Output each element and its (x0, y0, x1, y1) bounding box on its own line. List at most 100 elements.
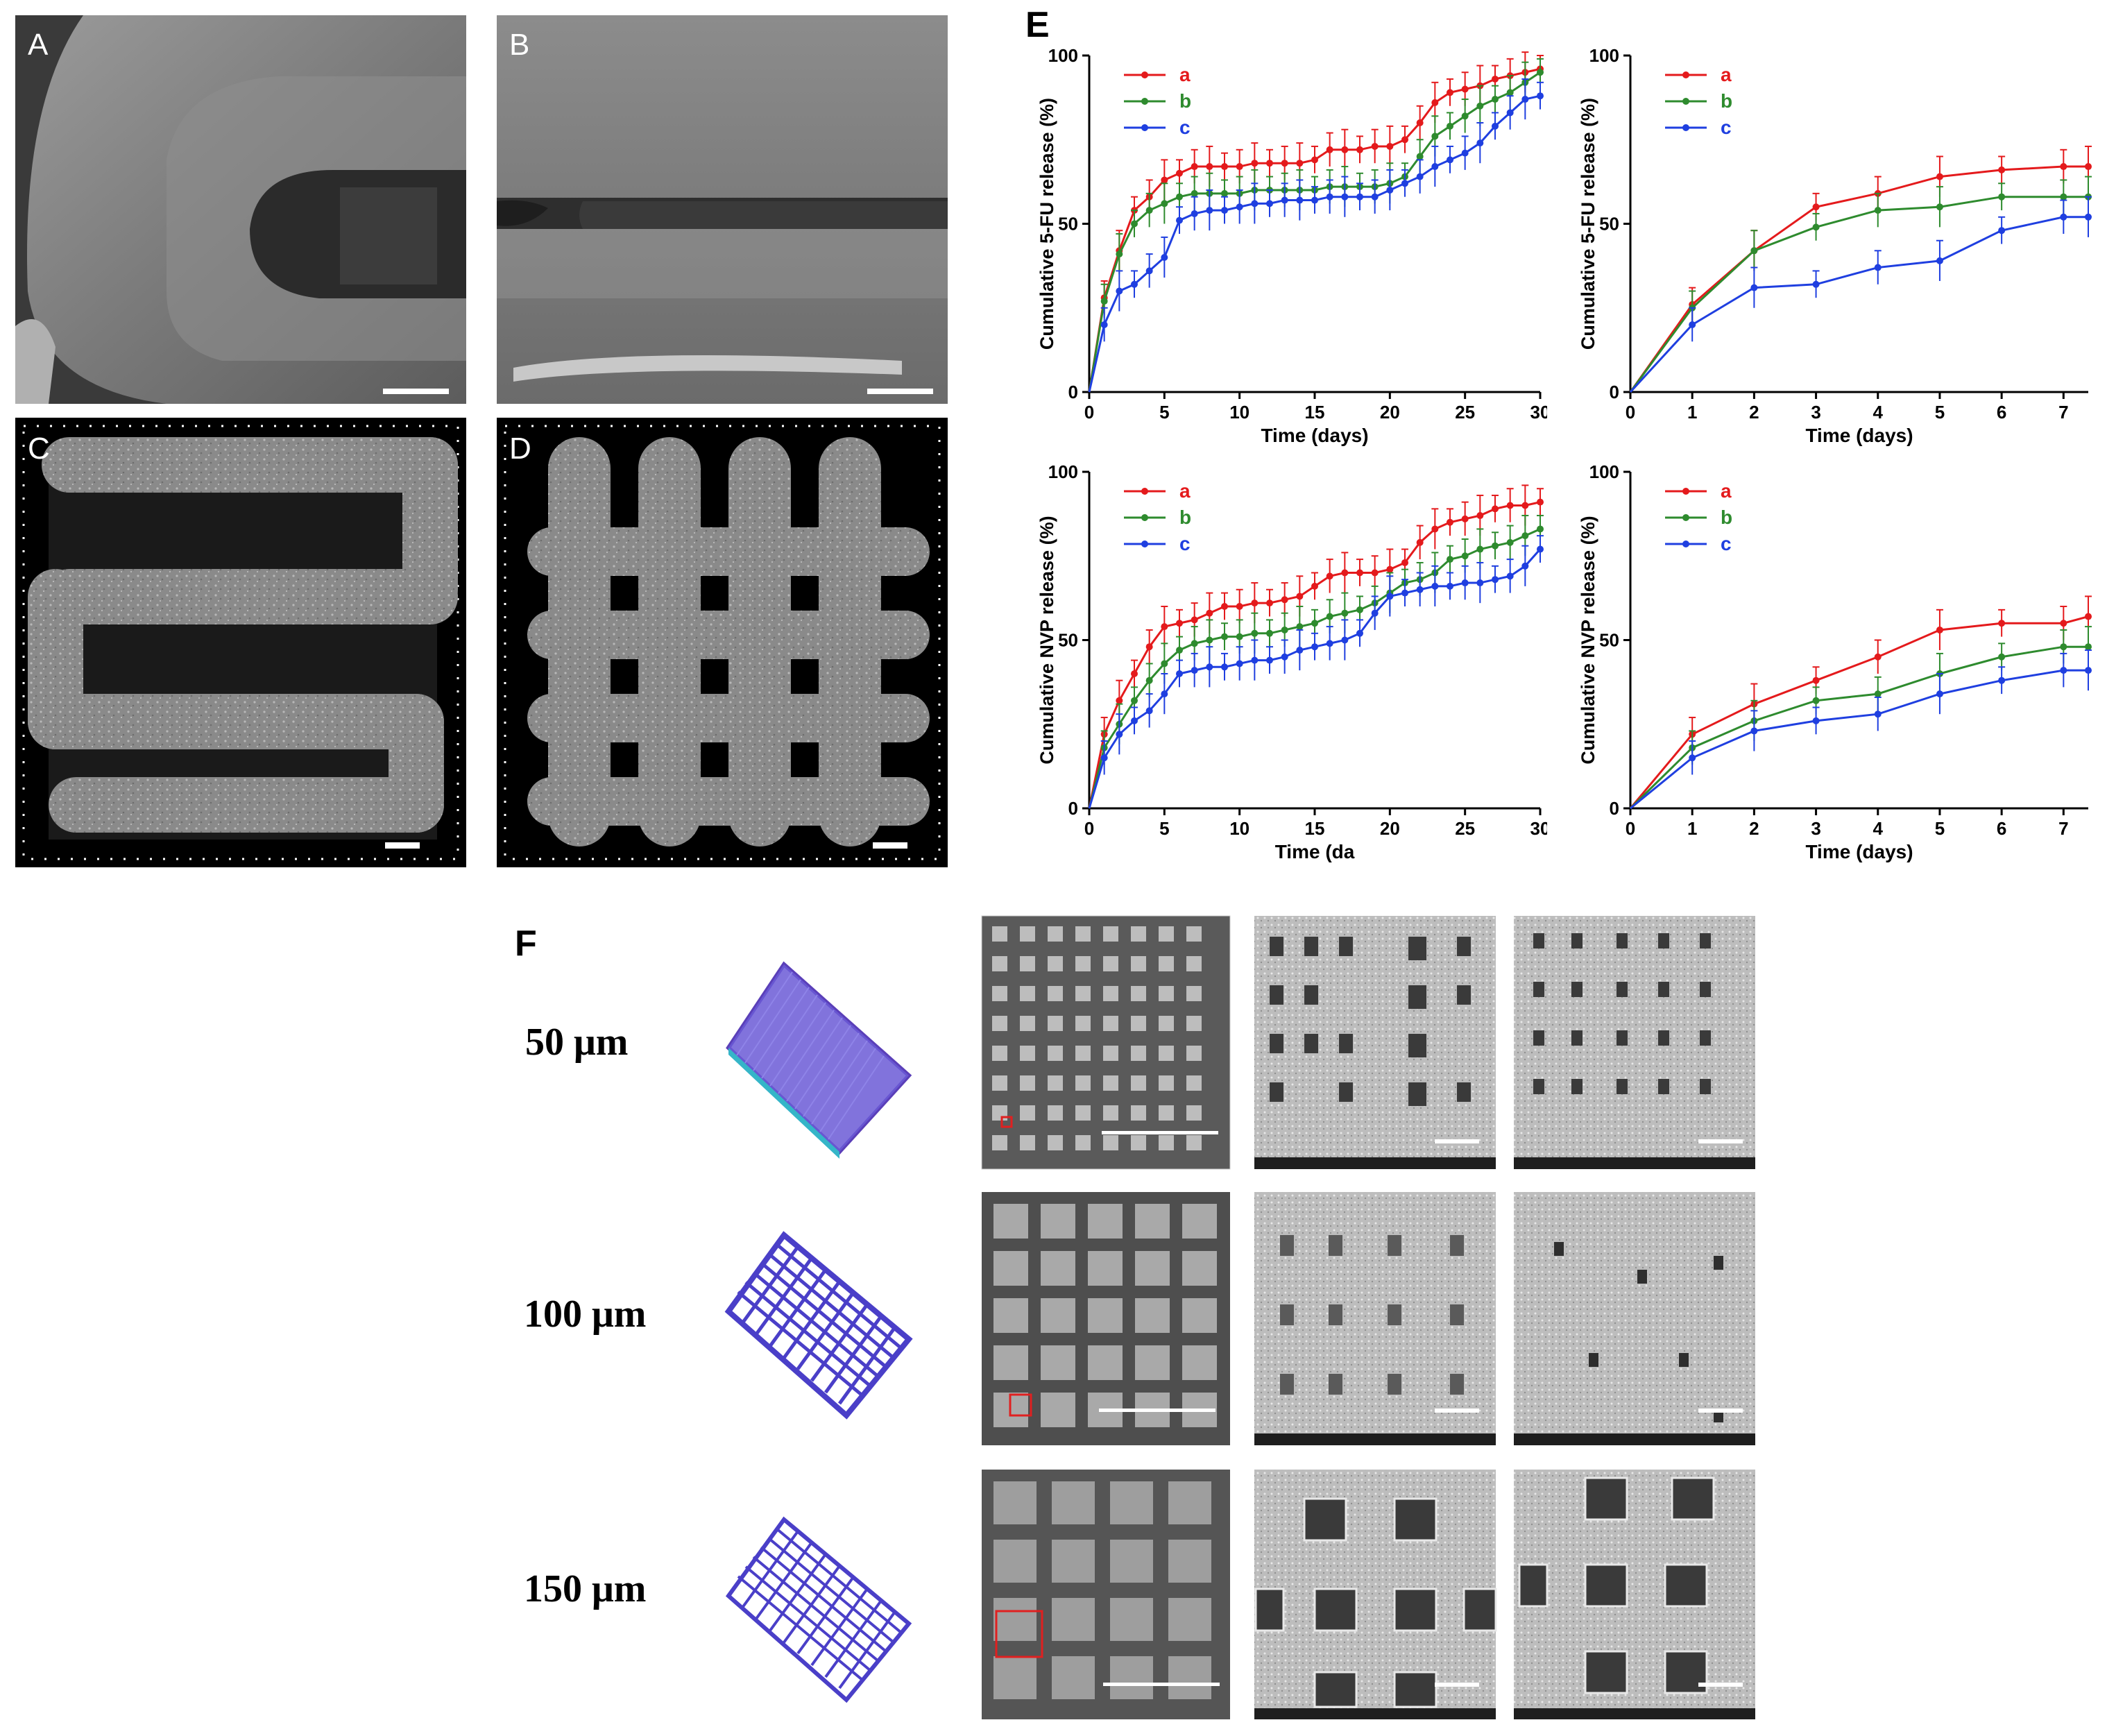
data-point-c (1386, 593, 1394, 600)
panel-f-scaffold-model-50 (726, 961, 912, 1159)
data-point-c (1401, 589, 1408, 597)
data-point-c (1281, 196, 1288, 204)
data-point-c (1506, 572, 1514, 580)
panel-f-scaffold-model-150 (725, 1516, 912, 1703)
data-point-c (1116, 731, 1123, 738)
y-axis-label: Cumulative 5-FU release (%) (1578, 98, 1598, 350)
data-point-a (1251, 160, 1259, 167)
data-point-b (1131, 220, 1138, 228)
panel-f-scaffold-model-100 (724, 1231, 913, 1420)
x-tick-label: 30 (1530, 818, 1547, 839)
panel-label-b: B (509, 28, 530, 62)
data-point-a (1401, 136, 1408, 144)
data-point-a (1386, 565, 1394, 573)
panel-f-micrograph-100 (982, 1192, 1230, 1445)
x-tick-label: 1 (1687, 402, 1697, 423)
data-point-a (1176, 620, 1183, 627)
data-point-a (1371, 142, 1379, 150)
panel-label-e: E (1025, 5, 1050, 45)
data-point-a (1431, 525, 1439, 533)
panel-label-d: D (509, 432, 531, 466)
data-point-c (1221, 207, 1228, 214)
x-tick-label: 7 (2058, 818, 2068, 839)
legend-marker-b (1682, 98, 1689, 105)
data-point-a (1521, 502, 1529, 509)
data-point-c (1131, 280, 1138, 288)
data-point-b (1492, 96, 1499, 103)
data-point-c (1341, 193, 1349, 201)
data-point-b (1326, 613, 1333, 620)
data-point-c (1461, 579, 1469, 587)
data-point-a (1296, 160, 1304, 167)
x-tick-label: 5 (1935, 818, 1945, 839)
data-point-a (1266, 599, 1273, 607)
data-point-c (2060, 667, 2067, 674)
data-point-a (1492, 75, 1499, 83)
data-point-c (1371, 609, 1379, 617)
legend-label-c: c (1179, 117, 1191, 138)
panel-a-sem-image (15, 15, 466, 404)
data-point-c (1537, 545, 1544, 553)
series-line-c (1629, 216, 2088, 393)
x-tick-label: 5 (1159, 402, 1169, 423)
data-point-b (1251, 629, 1259, 637)
panel-label-c: C (28, 432, 50, 466)
data-point-c (1191, 667, 1198, 674)
data-point-c (1236, 203, 1243, 211)
data-point-b (1936, 203, 1943, 211)
data-point-a (1131, 670, 1138, 677)
legend-label-b: b (1179, 507, 1191, 528)
data-point-a (1447, 89, 1453, 96)
data-point-c (1356, 193, 1363, 201)
data-point-a (1447, 518, 1453, 526)
x-tick-label: 15 (1305, 402, 1325, 423)
data-point-b (1998, 193, 2006, 201)
data-point-b (1537, 69, 1544, 76)
y-tick-label: 50 (1058, 630, 1078, 651)
x-tick-label: 30 (1530, 402, 1547, 423)
data-point-a (1326, 572, 1333, 580)
legend-marker-b (1141, 514, 1148, 521)
legend-label-b: b (1721, 90, 1732, 112)
series-line-c (1630, 669, 2088, 810)
data-point-b (1161, 660, 1168, 667)
data-point-c (1750, 727, 1758, 735)
data-point-b (1750, 247, 1758, 255)
series-line-b (1088, 528, 1541, 809)
data-point-c (1936, 690, 1943, 698)
data-point-c (1492, 122, 1499, 130)
data-point-a (1116, 697, 1123, 704)
data-point-b (1461, 552, 1469, 560)
data-point-c (1689, 754, 1696, 762)
data-point-c (1161, 254, 1168, 261)
data-point-c (1266, 200, 1273, 207)
data-point-b (1447, 556, 1453, 563)
data-point-c (1176, 670, 1183, 677)
data-point-a (1161, 176, 1168, 184)
data-point-b (1447, 122, 1453, 130)
series-line-b (1629, 645, 2088, 810)
data-point-b (1206, 636, 1213, 644)
data-point-b (1145, 676, 1153, 684)
legend-marker-c (1682, 124, 1689, 131)
data-point-a (1311, 156, 1318, 164)
data-point-c (1476, 579, 1484, 587)
x-tick-label: 2 (1749, 402, 1759, 423)
data-point-b (1341, 609, 1349, 617)
data-point-a (1341, 146, 1349, 153)
data-point-b (1492, 542, 1499, 550)
data-point-b (1476, 102, 1484, 110)
series-line-a (1629, 165, 2088, 393)
row-label-100um: 100 μm (524, 1293, 647, 1336)
data-point-c (1206, 207, 1213, 214)
data-point-a (1461, 515, 1469, 522)
x-tick-label: 5 (1159, 818, 1169, 839)
data-point-a (1266, 160, 1273, 167)
data-point-c (1447, 582, 1453, 590)
data-point-a (1236, 163, 1243, 171)
legend-marker-c (1141, 124, 1148, 131)
data-point-b (1176, 193, 1183, 201)
data-point-a (1251, 599, 1259, 607)
data-point-c (1116, 287, 1123, 295)
data-point-c (1251, 656, 1259, 664)
